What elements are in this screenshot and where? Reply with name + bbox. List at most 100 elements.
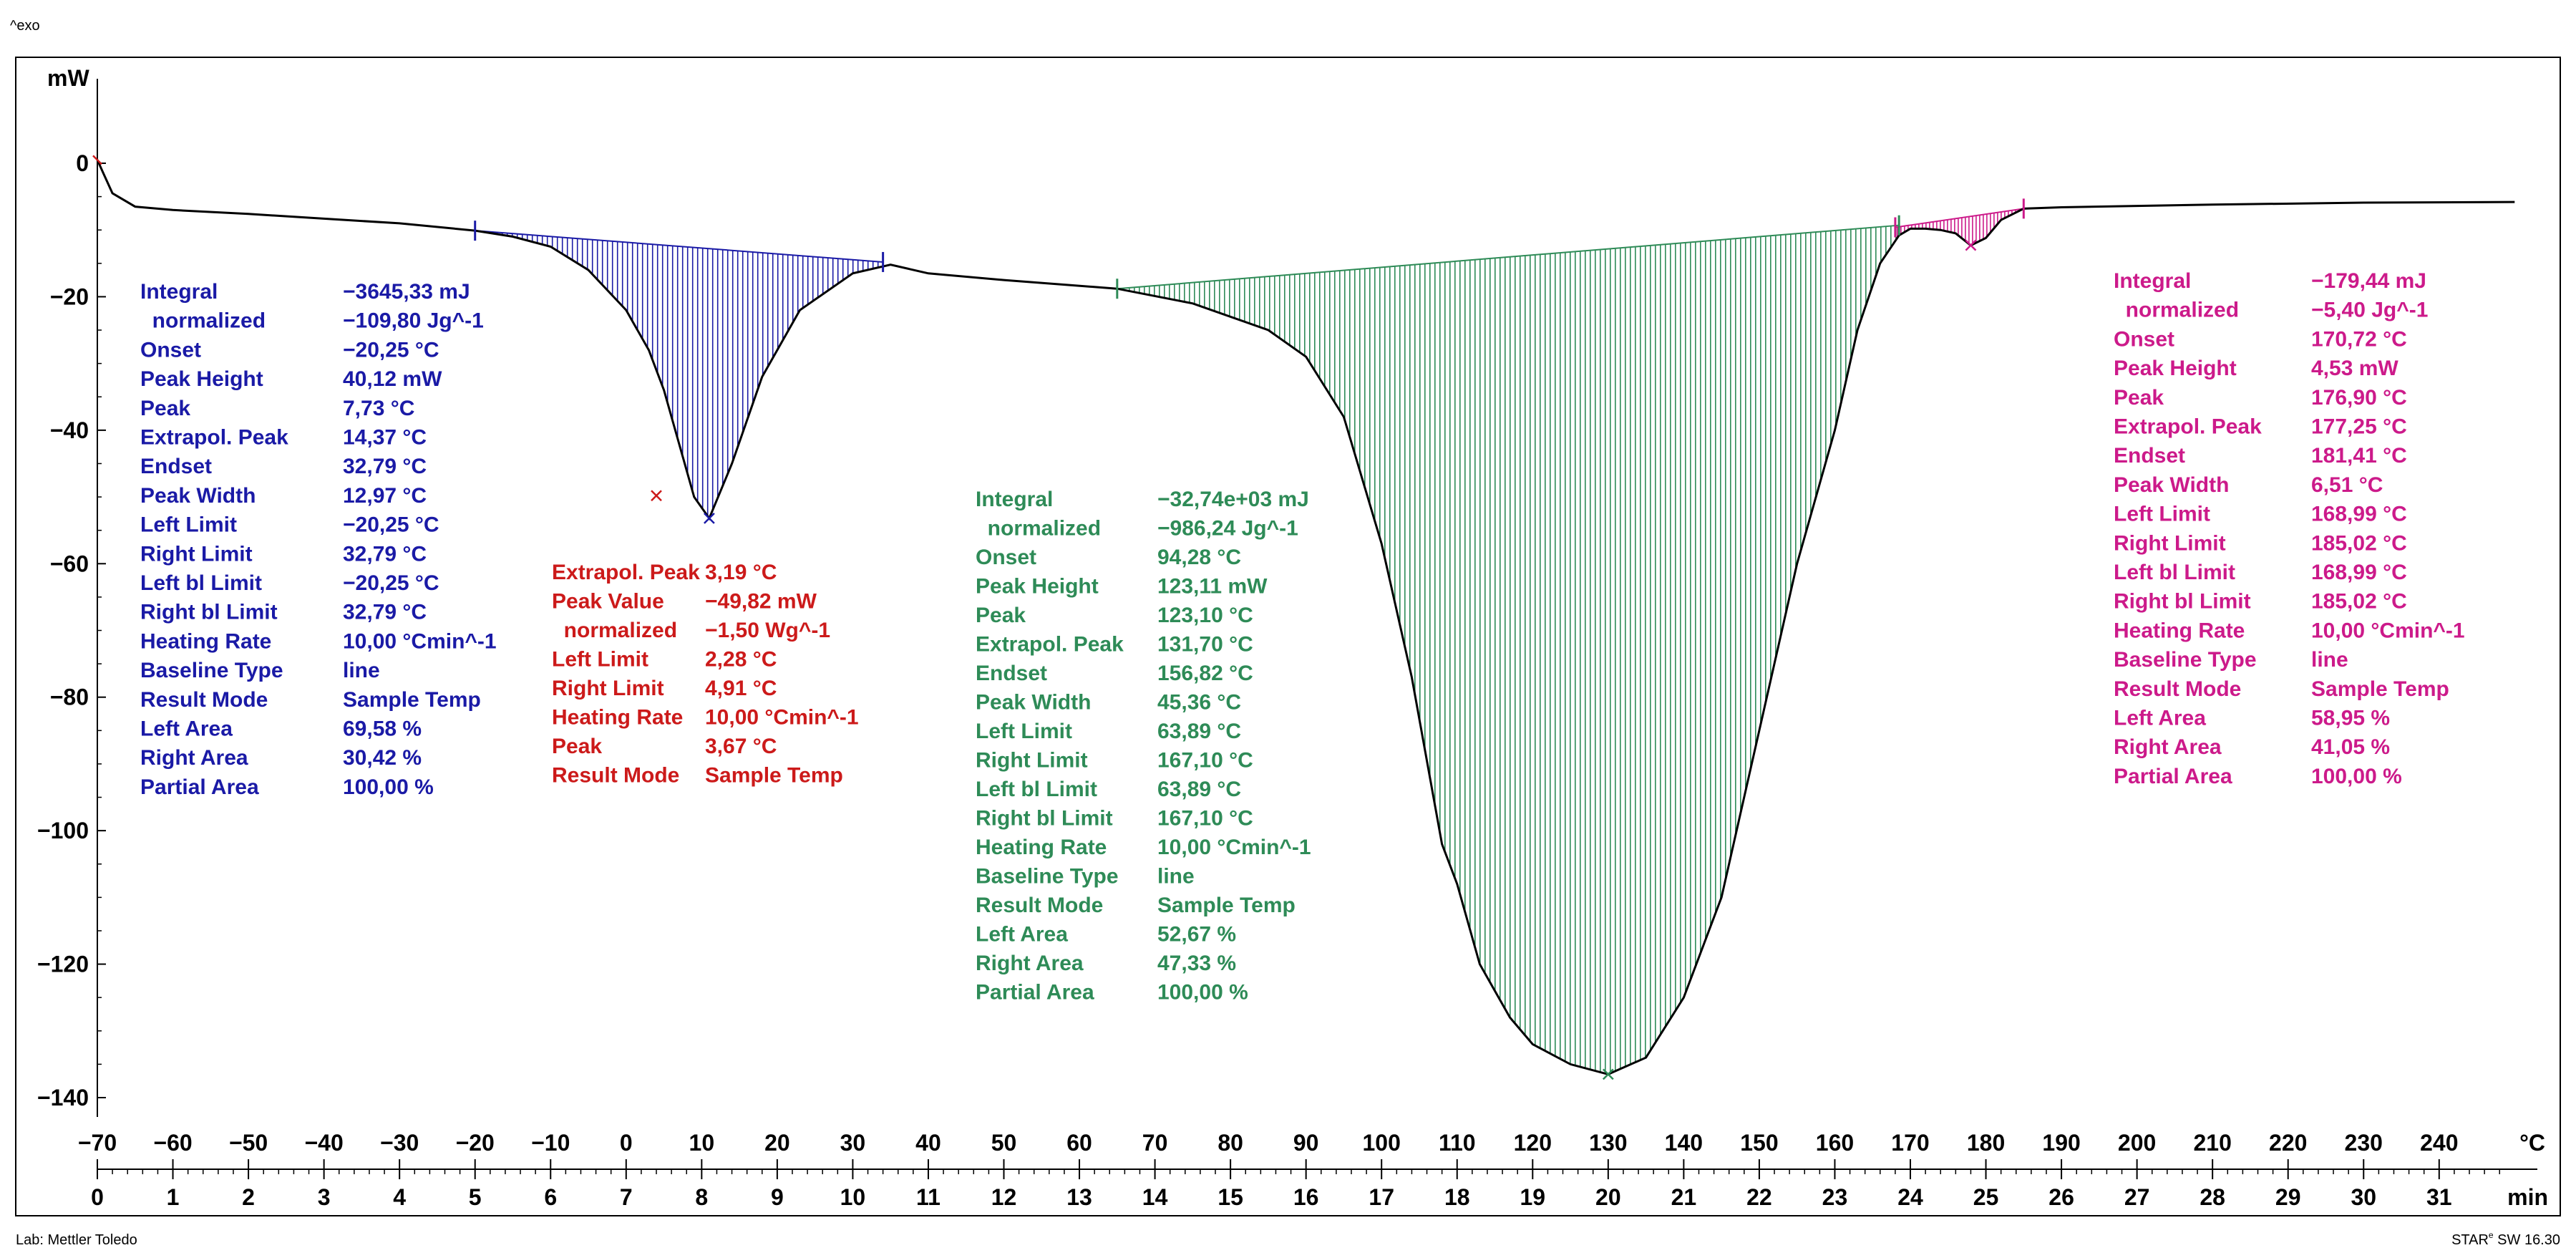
annotation-label: Result Mode [552, 764, 679, 788]
annotation-value: −32,74e+03 mJ [1157, 488, 1309, 511]
annotation-label: Onset [976, 546, 1036, 569]
time-tick-label: 24 [1897, 1184, 1923, 1210]
annotation-label: Right Limit [976, 749, 1088, 773]
annotation-value: 185,02 °C [2311, 531, 2407, 555]
time-tick-label: 8 [695, 1184, 708, 1210]
annotation-value: −3645,33 mJ [343, 280, 470, 304]
temp-tick-label: 170 [1891, 1130, 1929, 1156]
temp-tick-label: 240 [2420, 1130, 2458, 1156]
annotation-label: Partial Area [140, 775, 259, 799]
temp-tick-label: −70 [78, 1130, 117, 1156]
temp-tick-label: −10 [531, 1130, 570, 1156]
time-tick-label: 29 [2275, 1184, 2301, 1210]
annotation-label: Peak [976, 604, 1026, 627]
time-unit-label: min [2507, 1184, 2548, 1210]
annotation-value: 69,58 % [343, 717, 422, 741]
annotation-value: 52,67 % [1157, 923, 1236, 947]
annotation-label: Partial Area [2114, 765, 2232, 788]
annotation-value: Sample Temp [2311, 677, 2449, 701]
annotation-label: normalized [140, 309, 266, 333]
time-tick-label: 10 [840, 1184, 866, 1210]
annotation-value: 3,67 °C [705, 735, 777, 758]
y-axis-label: mW [47, 65, 89, 91]
annotation-label: Left Limit [2114, 503, 2210, 526]
annotation-value: line [343, 659, 380, 682]
annotation-label: Extrapol. Peak [976, 633, 1124, 657]
annotation-label: Onset [2114, 327, 2174, 351]
annotation-value: 168,99 °C [2311, 561, 2407, 584]
annotation-label: Left bl Limit [2114, 561, 2235, 584]
time-tick-label: 3 [318, 1184, 331, 1210]
temp-tick-label: 0 [620, 1130, 633, 1156]
annotation-label: Peak Value [552, 590, 664, 614]
annotation-label: Peak [140, 397, 190, 420]
temp-tick-label: 180 [1967, 1130, 2005, 1156]
annotation-value: 63,89 °C [1157, 778, 1241, 801]
annotation-label: Extrapol. Peak [2114, 415, 2262, 439]
annotation-label: Integral [140, 280, 218, 304]
temp-tick-label: 90 [1293, 1130, 1319, 1156]
annotation-label: Heating Rate [552, 706, 683, 730]
baseline-line [1895, 208, 2024, 228]
annotation-value: Sample Temp [343, 688, 481, 712]
annotation-label: Integral [976, 488, 1053, 511]
time-tick-label: 15 [1217, 1184, 1243, 1210]
annotation-label: Extrapol. Peak [552, 561, 700, 584]
start-marker [92, 155, 102, 165]
temp-tick-label: 10 [689, 1130, 715, 1156]
annotation-label: Extrapol. Peak [140, 426, 288, 450]
annotation-label: Peak Height [140, 367, 263, 391]
annotation-value: 12,97 °C [343, 484, 427, 508]
annotation-value: 167,10 °C [1157, 807, 1253, 831]
time-tick-label: 1 [167, 1184, 180, 1210]
peak-marker [704, 513, 715, 524]
dsc-curve [96, 159, 2515, 1075]
annotation-value: 3,19 °C [705, 561, 777, 584]
y-tick-label: −120 [37, 952, 89, 977]
annotation-value: 40,12 mW [343, 367, 442, 391]
annotation-label: Partial Area [976, 981, 1094, 1005]
y-axis: 0 −20 −40 −60 −80 −100 −120 −140 [37, 79, 106, 1117]
annotation-value: 10,00 °Cmin^-1 [705, 706, 859, 730]
red-peak-annotation: Extrapol. Peak 3,19 °C Peak Value −49,82 mW… [552, 561, 859, 788]
time-tick-label: 26 [2048, 1184, 2074, 1210]
temp-tick-label: 200 [2118, 1130, 2156, 1156]
annotation-value: −20,25 °C [343, 513, 439, 537]
temp-tick-label: 70 [1142, 1130, 1168, 1156]
temp-tick-label: 60 [1066, 1130, 1092, 1156]
time-tick-label: 25 [1973, 1184, 1999, 1210]
annotation-value: 94,28 °C [1157, 546, 1241, 569]
annotation-value: 176,90 °C [2311, 386, 2407, 410]
y-tick-label: −80 [50, 684, 89, 710]
peak-marker [651, 490, 662, 502]
x-axes: −70 −60 −50 −40 −30 −20 −10 0 10 20 30 40 50 60 70 80 90… [78, 1130, 2548, 1210]
annotation-label: Left Area [140, 717, 233, 741]
annotation-value: 170,72 °C [2311, 327, 2407, 351]
time-tick-label: 17 [1369, 1184, 1394, 1210]
annotation-value: 181,41 °C [2311, 444, 2407, 468]
temp-tick-label: 80 [1217, 1130, 1243, 1156]
temp-tick-label: 40 [915, 1130, 941, 1156]
annotation-label: Right bl Limit [976, 807, 1113, 831]
annotation-value: 32,79 °C [343, 601, 427, 624]
annotation-value: 58,95 % [2311, 707, 2390, 730]
y-tick-label: −140 [37, 1085, 89, 1111]
annotation-value: 45,36 °C [1157, 691, 1241, 715]
temp-tick-label: 230 [2345, 1130, 2383, 1156]
y-tick-label: −60 [50, 551, 89, 576]
time-tick-label: 22 [1746, 1184, 1772, 1210]
temp-unit-label: °C [2519, 1130, 2545, 1156]
annotation-value: −1,50 Wg^-1 [705, 619, 830, 642]
annotation-label: Left Limit [552, 648, 648, 672]
temp-tick-label: 140 [1665, 1130, 1703, 1156]
annotation-value: Sample Temp [705, 764, 843, 788]
baselines [475, 208, 2024, 290]
peak-marker [1602, 1068, 1614, 1080]
annotation-label: Peak [552, 735, 602, 758]
annotation-value: 156,82 °C [1157, 662, 1253, 685]
time-tick-label: 9 [771, 1184, 784, 1210]
annotation-value: 123,11 mW [1157, 575, 1268, 599]
annotation-label: Left bl Limit [140, 571, 262, 595]
annotation-label: Right Area [140, 746, 248, 770]
